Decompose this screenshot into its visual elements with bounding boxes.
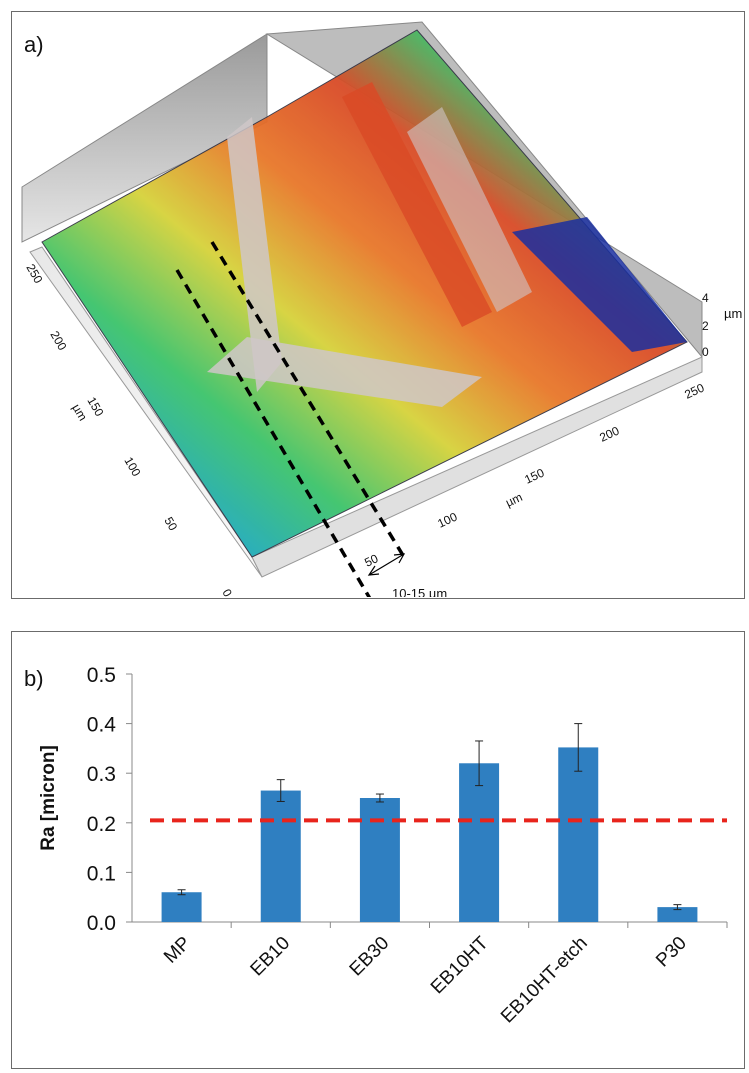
bar-eb10	[260, 790, 301, 922]
z-tick-label: 2	[702, 319, 709, 333]
y-tick-label: 50	[161, 515, 180, 534]
y-tick-label: 0.3	[87, 763, 116, 786]
bar-mp	[161, 892, 202, 922]
z-axis-ticks: 4 2 0	[702, 291, 709, 359]
x-tick-label: 50	[362, 551, 380, 569]
x-tick-label: EB10HT	[427, 932, 493, 998]
y-tick-label: 100	[121, 455, 143, 480]
dashed-line-2	[210, 241, 406, 558]
y-tick-label: 0.5	[87, 664, 116, 687]
panel-a-label: a)	[24, 32, 44, 57]
dashed-line-1	[175, 269, 372, 597]
y-axis: 0.0 0.1 0.2 0.3 0.4 0.5	[87, 664, 727, 935]
y-axis-title: Ra [micron]	[38, 745, 59, 851]
x-tick-label: 100	[435, 509, 459, 530]
bar-eb30	[359, 798, 400, 922]
bar-eb10ht	[459, 763, 500, 922]
x-tick-label: 150	[522, 465, 546, 486]
x-tick-label: MP	[160, 933, 195, 968]
y-tick-label: 0	[219, 587, 235, 598]
x-tick-label: EB10	[247, 933, 295, 981]
y-tick-label: 0.4	[87, 714, 117, 737]
bars	[161, 723, 698, 922]
x-tick-label: EB30	[346, 933, 394, 981]
panel-b-label: b)	[24, 666, 44, 691]
blue-valley	[512, 217, 687, 352]
x-tick-label: EB10HT-etch	[497, 933, 592, 1028]
x-axis-labels: MP EB10 EB30 EB10HT EB10HT-etch P30	[160, 922, 728, 1028]
width-arrow-head-2	[393, 553, 406, 564]
ridge-band-2	[342, 82, 492, 327]
ridge-band-1	[227, 117, 282, 392]
y-tick-label: 0.1	[87, 862, 116, 885]
x-tick-label: 200	[597, 423, 621, 444]
x-axis-unit: µm	[503, 490, 524, 510]
x-tick-label: 0	[257, 596, 269, 597]
x-tick-label: P30	[652, 933, 691, 972]
width-arrow	[368, 553, 405, 576]
ridge-band-4	[407, 107, 532, 312]
bar-chart: Ra [micron] 0.0 0.1 0.2 0.3 0.4 0.5 MP EB10 EB3…	[38, 664, 728, 1028]
y-tick-label: 0.2	[87, 813, 116, 836]
bar-eb10ht-etch	[558, 747, 599, 922]
bar-p30	[657, 907, 698, 922]
ridge-band-3	[207, 337, 482, 407]
width-arrow-head-1	[367, 565, 380, 576]
z-tick-label: 0	[702, 345, 709, 359]
y-tick-label: 200	[47, 329, 69, 354]
width-annotation: 10-15 µm	[392, 586, 447, 597]
base-front-right	[251, 356, 703, 578]
surface-profile-panel: a)	[11, 11, 745, 599]
z-tick-label: 4	[702, 291, 709, 305]
x-tick-label: 250	[682, 380, 706, 401]
z-axis-unit: µm	[724, 306, 742, 321]
roughness-chart-panel: b) Ra [micron] 0.0 0.1 0.2 0.3 0.4 0.5 MP EB10…	[11, 631, 745, 1069]
y-tick-label: 0.0	[87, 912, 116, 935]
